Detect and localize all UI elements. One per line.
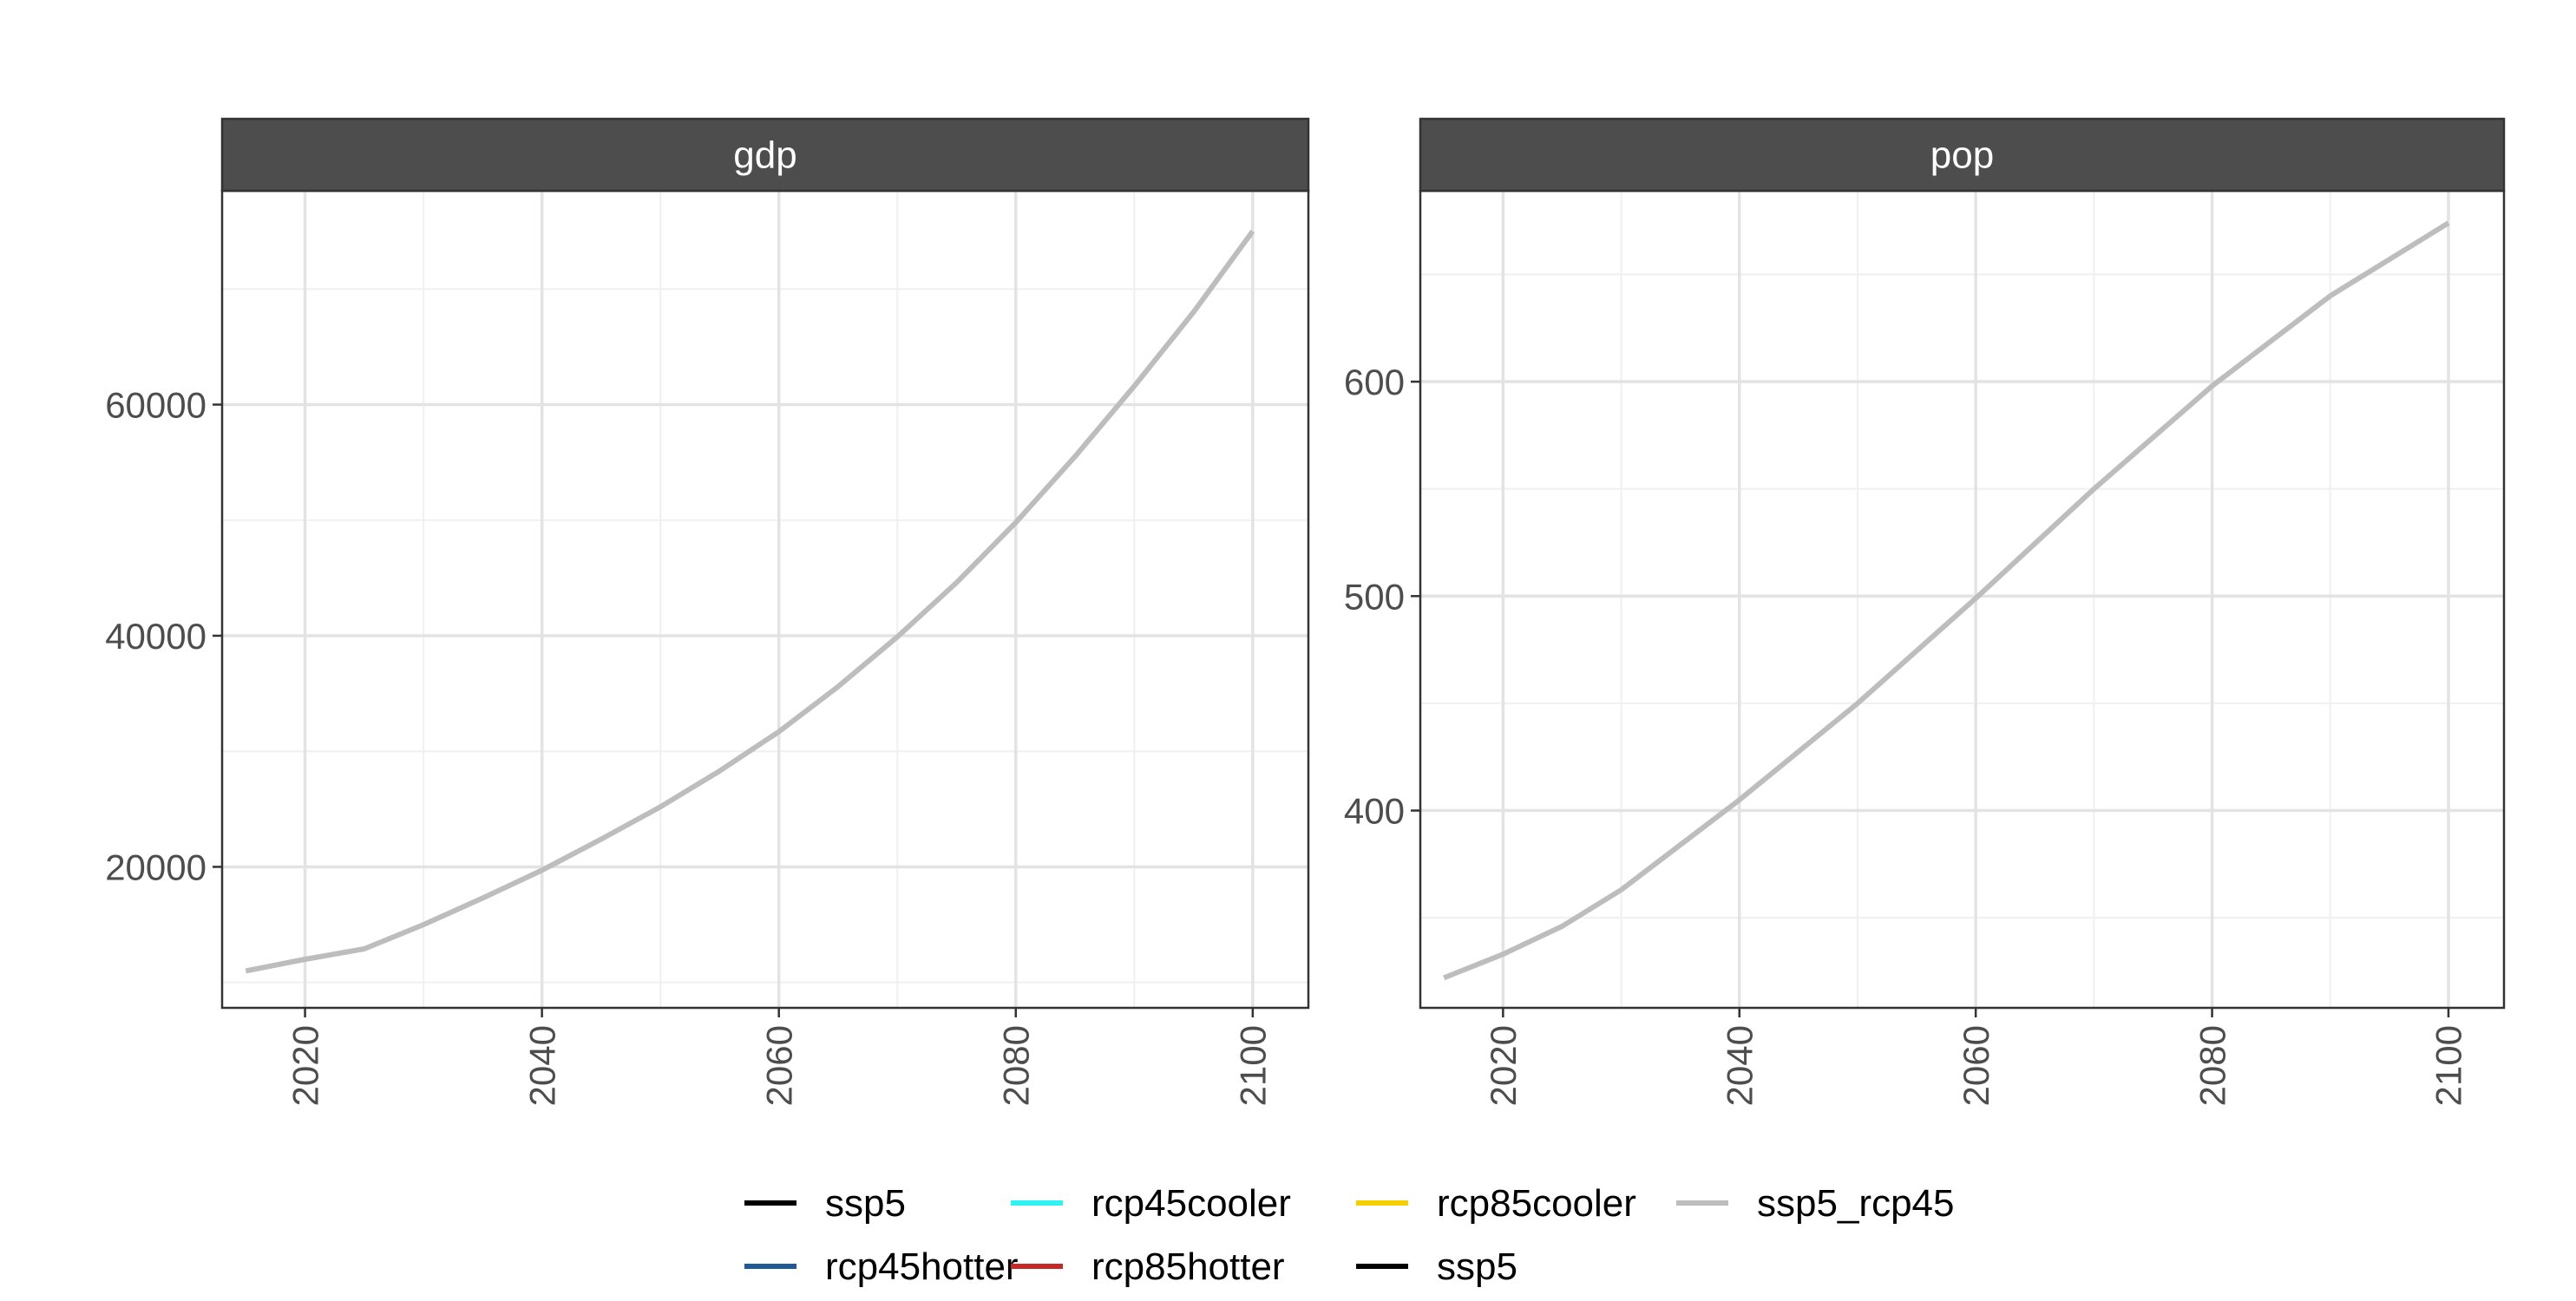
- y-tick-label: 40000: [105, 616, 206, 657]
- x-tick-label: 2020: [285, 1025, 325, 1106]
- legend-label: ssp5: [825, 1182, 906, 1225]
- legend-item-rcp85cooler: rcp85cooler: [1356, 1182, 1636, 1225]
- facet-strip-label: pop: [1930, 134, 1994, 177]
- legend-label: rcp45cooler: [1091, 1182, 1291, 1225]
- x-tick-label: 2060: [1956, 1025, 1996, 1106]
- legend-item-rcp45cooler: rcp45cooler: [1011, 1182, 1291, 1225]
- x-tick-label: 2080: [995, 1025, 1036, 1106]
- y-tick-label: 20000: [105, 847, 206, 887]
- facet-strip-label: gdp: [733, 134, 796, 177]
- panel-gdp: gdp 20000 40000 60000 2020 2040 2060 2080 2100: [105, 117, 1310, 1106]
- legend-item-ssp5: ssp5: [744, 1182, 906, 1225]
- y-tick-label: 500: [1344, 576, 1405, 617]
- panel-background: [1420, 191, 2504, 1008]
- legend-label: ssp5_rcp45: [1757, 1182, 1954, 1225]
- facet-strip: [1419, 117, 2506, 193]
- y-tick-label: 600: [1344, 362, 1405, 402]
- x-tick-label: 2020: [1483, 1025, 1524, 1106]
- legend-label: rcp85hotter: [1091, 1245, 1285, 1288]
- x-tick-label: 2080: [2192, 1025, 2232, 1106]
- legend-label: ssp5: [1437, 1245, 1517, 1288]
- legend-item-rcp45hotter: rcp45hotter: [744, 1245, 1019, 1288]
- x-tick-label: 2040: [521, 1025, 562, 1106]
- legend-label: rcp45hotter: [825, 1245, 1019, 1288]
- legend-label: rcp85cooler: [1437, 1182, 1636, 1225]
- legend-item-ssp5_rcp45: ssp5_rcp45: [1676, 1182, 1954, 1225]
- x-tick-label: 2060: [758, 1025, 799, 1106]
- x-tick-label: 2100: [1233, 1025, 1274, 1106]
- series-line-ssp5_rcp45: [245, 229, 1255, 974]
- x-tick-label: 2040: [1719, 1025, 1760, 1106]
- panel-background: [222, 191, 1308, 1008]
- y-tick-label: 400: [1344, 791, 1405, 832]
- legend: ssp5 rcp45hotter rcp45cooler rcp85hotter rcp…: [744, 1182, 1954, 1288]
- legend-item-ssp5: ssp5: [1356, 1245, 1517, 1288]
- y-tick-label: 60000: [105, 384, 206, 425]
- panel-pop: pop 400 500 600 2020 2040 2060 2080 2100: [1344, 117, 2506, 1106]
- legend-item-rcp85hotter: rcp85hotter: [1011, 1245, 1285, 1288]
- series-line-ssp5_rcp45: [1443, 220, 2450, 981]
- facet-strip: [220, 117, 1310, 193]
- x-tick-label: 2100: [2429, 1025, 2469, 1106]
